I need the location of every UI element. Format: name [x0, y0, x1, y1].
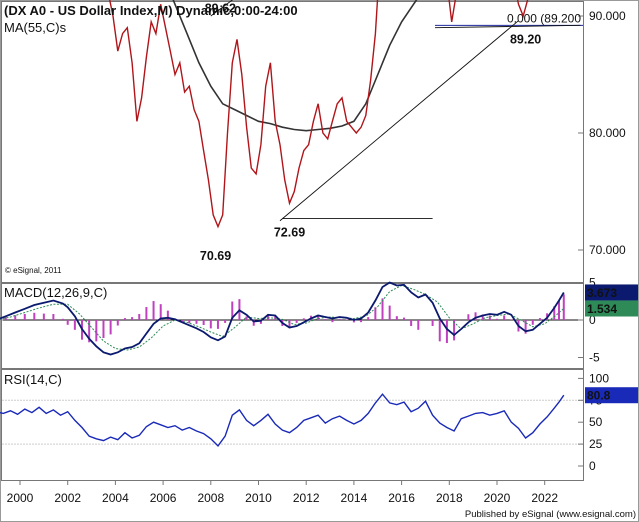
rsi-pane-frame	[1, 369, 584, 481]
copyright-credit: © eSignal, 2011	[5, 266, 62, 275]
price-annotation-label: 70.69	[200, 249, 231, 263]
x-tick-label: 2000	[7, 491, 34, 505]
price-tick-label: 90.000	[589, 9, 626, 23]
macd-pane-frame	[1, 283, 584, 369]
fib-level-lines: 1.000 (120.330.000 (89.200	[434, 11, 583, 26]
rsi-last-badge: 80.8	[587, 389, 611, 403]
price-annotation-label: 89.62	[205, 1, 236, 15]
rsi-tick-label: 25	[589, 437, 603, 451]
x-tick-label: 2016	[388, 491, 415, 505]
price-annotation-label: 89.20	[510, 32, 541, 46]
x-tick-label: 2018	[436, 491, 463, 505]
footer-credit: Published by eSignal (www.esignal.com)	[465, 509, 636, 520]
macd-histogram	[4, 294, 565, 344]
macd-last-badge: 3.673	[587, 286, 617, 300]
price-tick-label: 80.000	[589, 126, 626, 140]
signal-last-badge: 1.534	[587, 302, 617, 316]
macd-tick-label: 0	[589, 313, 596, 327]
x-tick-label: 2006	[150, 491, 177, 505]
ma-legend: MA(55,C)s	[4, 20, 67, 35]
rsi-tick-label: 50	[589, 415, 603, 429]
macd-signal-line	[0, 284, 565, 351]
trendlines	[210, 0, 581, 222]
x-tick-label: 2014	[341, 491, 368, 505]
price-annotation-label: 72.69	[274, 226, 305, 240]
macd-line	[0, 281, 565, 356]
trendline	[434, 24, 581, 29]
x-tick-label: 2020	[484, 491, 511, 505]
ma-55-line	[172, 0, 418, 132]
rsi-axis: 1007550250	[2, 371, 609, 473]
x-tick-label: 2012	[293, 491, 320, 505]
rsi-title: RSI(14,C)	[4, 372, 62, 387]
price-tick-label: 70.000	[589, 243, 626, 257]
x-tick-label: 2008	[197, 491, 224, 505]
x-tick-label: 2010	[245, 491, 272, 505]
x-axis: 2000 2002 2004 2006 2008 2010 2012 2014 2016 2018…	[7, 480, 558, 505]
rsi-tick-label: 0	[589, 459, 596, 473]
macd-last-badge-bg	[585, 284, 638, 301]
signal-last-badge-bg	[585, 300, 638, 317]
macd-title: MACD(12,26,9,C)	[4, 285, 107, 300]
price-axis: 130.000120.000110.000100.00090.00080.000…	[578, 9, 626, 257]
rsi-last-badge-bg	[585, 387, 638, 404]
rsi-line	[0, 393, 565, 447]
trendline	[279, 20, 519, 222]
price-pane-frame	[1, 1, 584, 283]
fib-level-0-label: 0.000 (89.200	[507, 11, 581, 25]
macd-tick-label: -5	[589, 351, 600, 365]
price-line	[109, 0, 529, 229]
x-tick-label: 2022	[531, 491, 558, 505]
x-tick-label: 2004	[102, 491, 129, 505]
chart-title: (DX A0 - US Dollar Index,M) Dynamic,0:00…	[4, 3, 298, 18]
x-tick-label: 2002	[54, 491, 81, 505]
rsi-tick-label: 100	[589, 371, 609, 385]
macd-axis: 5 0 -5	[2, 276, 600, 365]
macd-tick-label: 5	[589, 276, 596, 290]
